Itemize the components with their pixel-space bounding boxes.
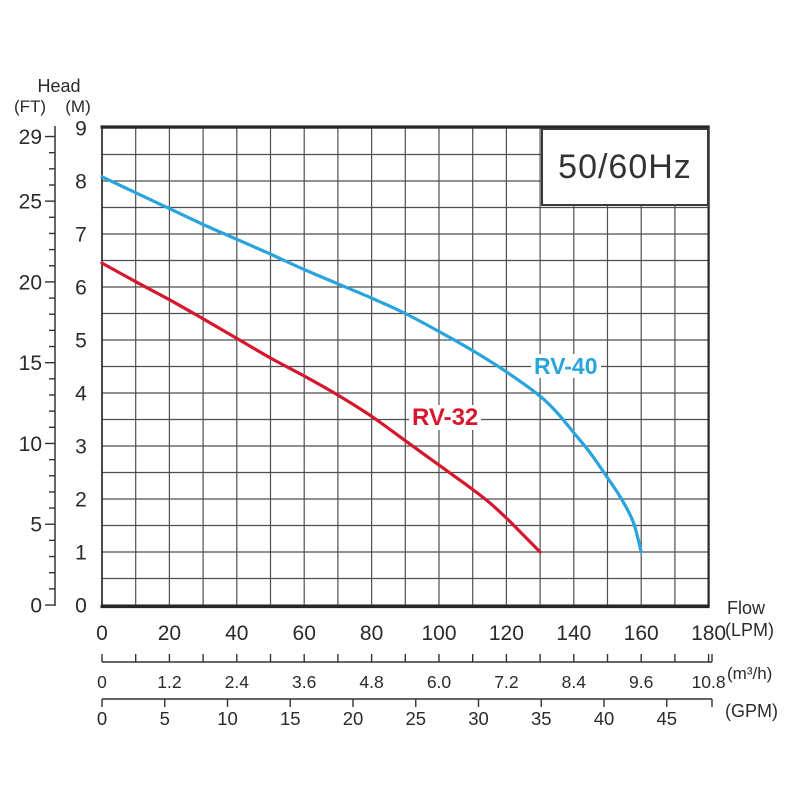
lpm-tick-label: 0	[96, 622, 108, 645]
m-tick-labels: 0 1 2 3 4 5 6 7 8 9	[75, 118, 87, 618]
lpm-tick-label: 80	[360, 622, 383, 645]
ft-tick-label: 15	[19, 352, 42, 375]
ft-tick-label: 10	[19, 433, 42, 456]
m-tick-label: 5	[75, 330, 87, 353]
gpm-ruler	[101, 698, 713, 707]
frequency-label: 50/60Hz	[558, 147, 692, 186]
gpm-tick-label: 15	[280, 708, 301, 729]
lpm-tick-label: 100	[421, 622, 456, 645]
gpm-tick-label: 25	[405, 708, 426, 729]
frequency-badge: 50/60Hz	[541, 128, 709, 206]
gpm-tick-labels: 0 5 10 15 20 25 30 35 40 45	[97, 708, 677, 729]
gpm-unit-label: (GPM)	[725, 701, 778, 721]
curve-rv-40	[100, 175, 643, 554]
lpm-tick-labels: 0 20 40 60 80 100 120 140 160 180	[96, 622, 726, 645]
m3h-tick-label: 7.2	[494, 672, 518, 692]
head-axis-title: Head	[37, 76, 81, 96]
m3h-tick-label: 6.0	[427, 672, 452, 692]
ft-unit-label: (FT)	[13, 97, 47, 116]
m-tick-label: 3	[75, 436, 87, 459]
m-tick-label: 9	[75, 118, 87, 141]
plot-border	[100, 125, 710, 609]
m3h-tick-labels: 0 1.2 2.4 3.6 4.8 6.0 7.2 8.4 9.6 10.8	[97, 672, 725, 692]
lpm-tick-label: 40	[225, 622, 248, 645]
m-tick-label: 7	[75, 224, 87, 247]
m3h-tick-label: 10.8	[692, 672, 726, 692]
lpm-tick-label: 20	[158, 622, 181, 645]
m-tick-label: 6	[75, 277, 87, 300]
gpm-tick-label: 35	[531, 708, 552, 729]
ft-tick-label: 29	[19, 126, 42, 149]
m-tick-label: 8	[75, 171, 87, 194]
m3h-tick-label: 8.4	[562, 672, 587, 692]
m-tick-label: 4	[75, 383, 87, 406]
ft-tick-labels: 0 5 10 15 20 25 29	[19, 126, 42, 617]
m-tick-label: 0	[75, 595, 87, 618]
m3h-tick-label: 1.2	[157, 672, 181, 692]
gpm-tick-label: 45	[656, 708, 677, 729]
curve-label-rv40: RV-40	[531, 354, 601, 378]
lpm-unit-label: (LPM)	[725, 620, 774, 640]
gpm-tick-label: 40	[594, 708, 615, 729]
ft-ruler	[45, 126, 56, 606]
m3h-tick-label: 2.4	[225, 672, 250, 692]
m3h-tick-label: 9.6	[629, 672, 653, 692]
m3h-ruler	[101, 654, 713, 663]
gpm-tick-label: 10	[217, 708, 238, 729]
ft-tick-label: 5	[30, 514, 42, 537]
m3h-tick-label: 3.6	[292, 672, 316, 692]
curve-rv-32	[100, 261, 542, 554]
ft-tick-label: 25	[19, 191, 42, 214]
gpm-tick-label: 5	[160, 708, 170, 729]
gpm-tick-label: 20	[343, 708, 364, 729]
lpm-tick-label: 180	[691, 622, 726, 645]
curve-label-rv32: RV-32	[409, 405, 482, 430]
m-unit-label: (M)	[65, 97, 91, 116]
m3h-tick-label: 4.8	[359, 672, 383, 692]
m3h-unit-label: (m³/h)	[727, 664, 773, 683]
ft-tick-label: 0	[30, 595, 42, 618]
gpm-tick-label: 30	[468, 708, 489, 729]
flow-axis-title: Flow	[727, 598, 766, 618]
ft-tick-label: 20	[19, 271, 42, 294]
lpm-tick-label: 160	[624, 622, 659, 645]
m-tick-label: 2	[75, 489, 87, 512]
gpm-tick-label: 0	[97, 708, 107, 729]
m-tick-label: 1	[75, 542, 87, 565]
lpm-tick-label: 140	[556, 622, 591, 645]
m3h-tick-label: 0	[97, 672, 107, 692]
lpm-tick-label: 60	[293, 622, 316, 645]
lpm-tick-label: 120	[489, 622, 524, 645]
